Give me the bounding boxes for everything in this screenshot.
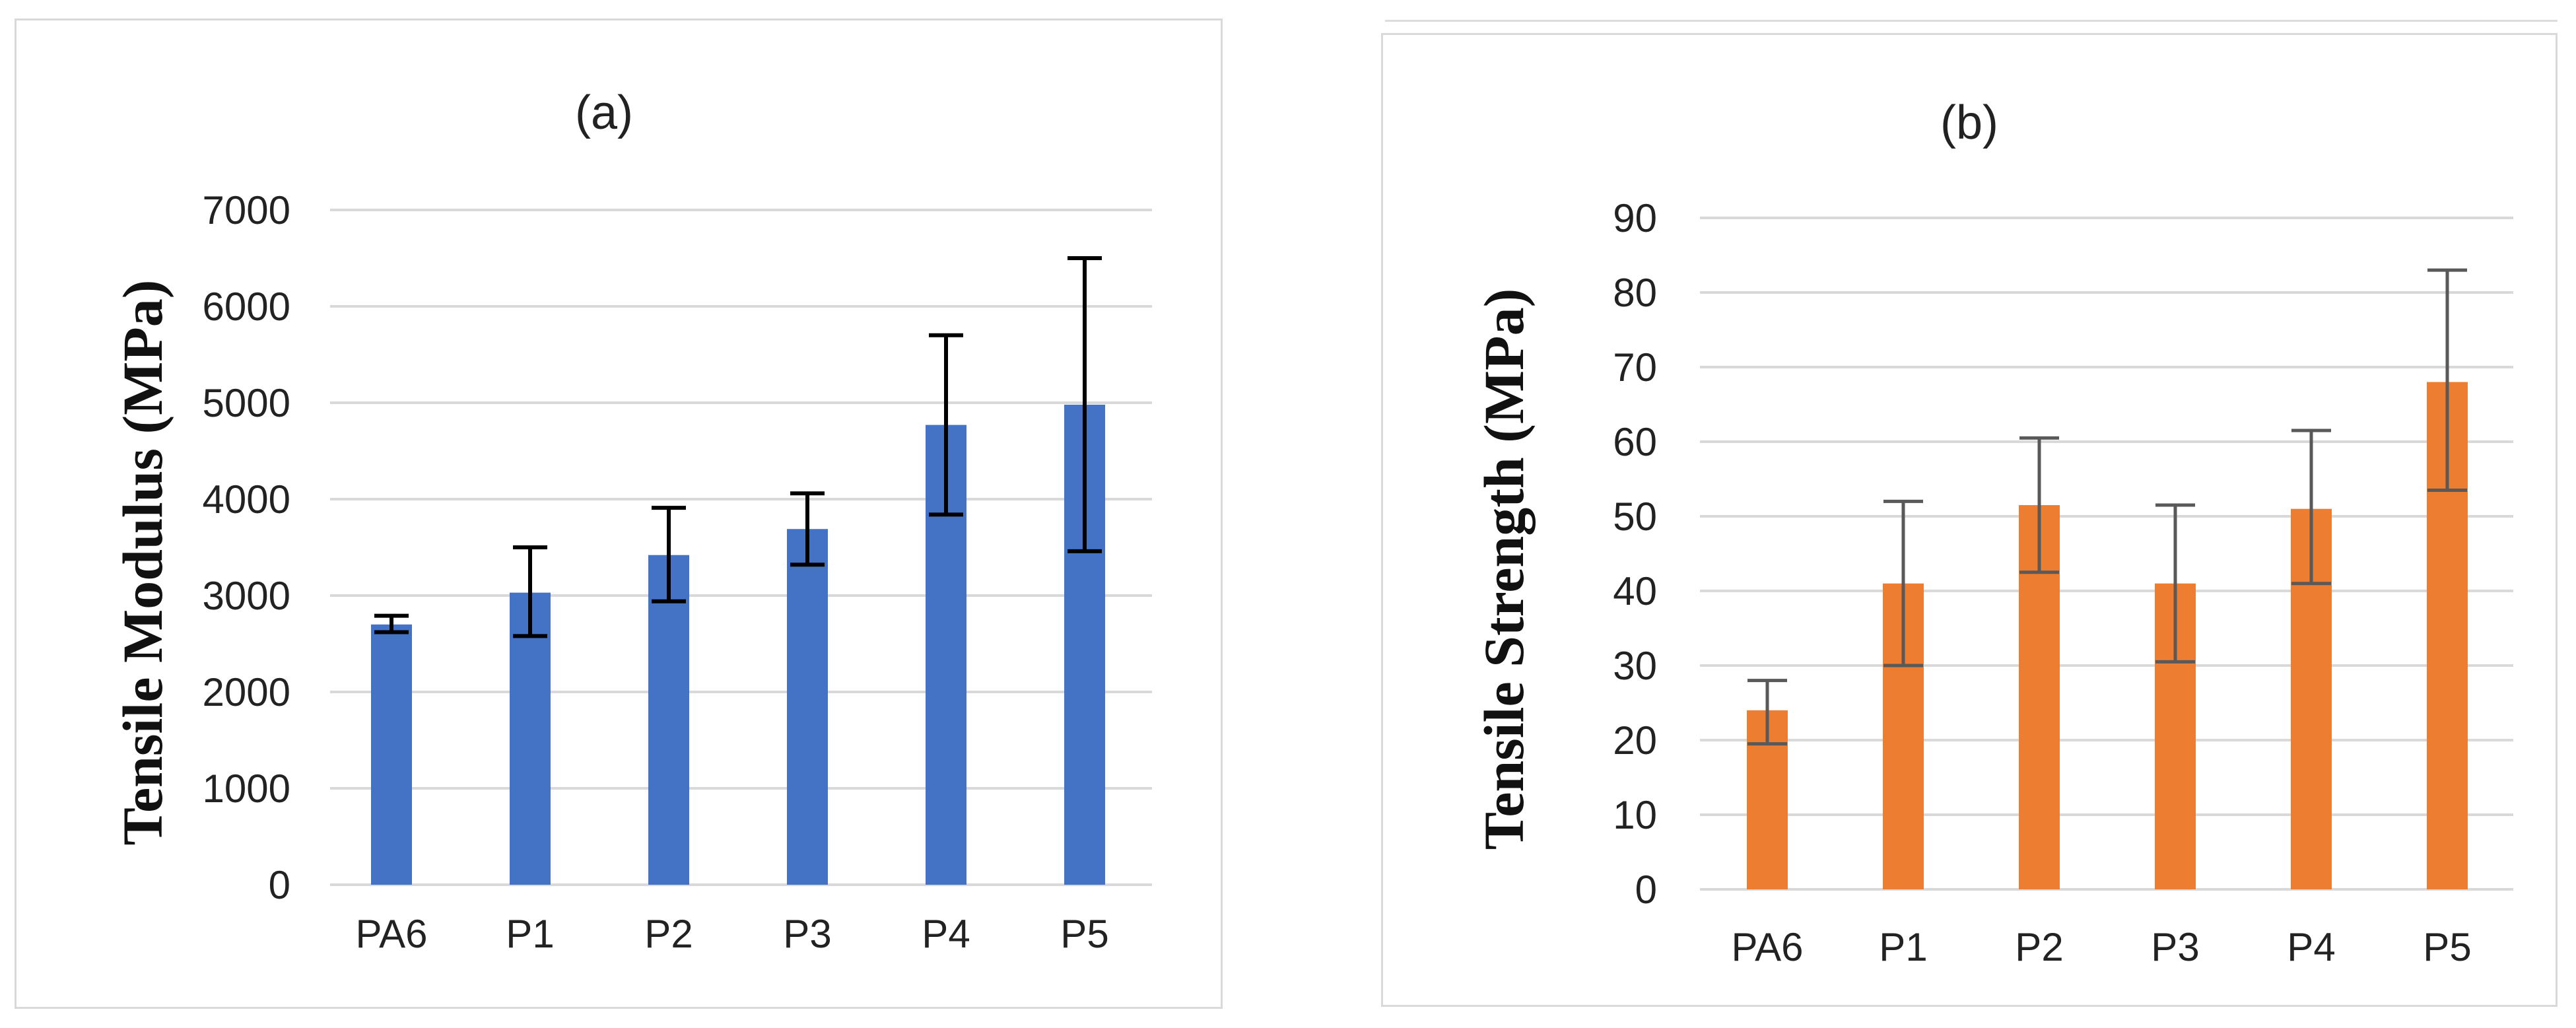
chart-a-x-tick-label: P1 <box>506 912 554 956</box>
chart-b-x-ticks: PA6 P1 P2 P3 P4 P5 <box>1732 925 2472 969</box>
chart-b-error-bar-p1 <box>1883 499 1923 668</box>
chart-a-y-tick-label: 5000 <box>203 381 290 425</box>
chart-b-x-tick-label: P4 <box>2287 925 2335 969</box>
chart-panel-a <box>15 18 1223 1009</box>
chart-b-error-bar-p4 <box>2291 428 2331 586</box>
top-divider <box>1385 20 2558 22</box>
chart-a-error-bar-p1 <box>513 545 547 638</box>
chart-b-error-bar-pa6 <box>1747 679 1787 746</box>
chart-b-error-bar-p3 <box>2155 503 2195 664</box>
chart-a-x-tick-label: P5 <box>1060 912 1108 956</box>
chart-a-x-tick-label: P4 <box>922 912 970 956</box>
chart-a-y-tick-label: 4000 <box>203 477 290 522</box>
chart-a-y-ticks: 0 1000 2000 3000 4000 5000 6000 7000 <box>203 188 290 907</box>
chart-b-bars <box>1747 382 2468 889</box>
chart-b-x-tick-label: PA6 <box>1732 925 1804 969</box>
chart-b-y-axis-label: Tensile Strength (MPa) <box>1472 289 1536 850</box>
chart-a-x-tick-label: P3 <box>783 912 831 956</box>
chart-a-error-bar-p3 <box>790 491 825 567</box>
chart-b-y-tick-label: 0 <box>1635 868 1657 912</box>
chart-a-bar-pa6 <box>371 624 412 885</box>
chart-a-error-bars <box>374 256 1102 638</box>
chart-b-y-tick-label: 30 <box>1613 644 1657 688</box>
chart-b-y-ticks: 0 10 20 30 40 50 60 70 80 90 <box>1613 196 1657 912</box>
chart-a-gridlines <box>330 209 1152 886</box>
chart-b-y-tick-label: 60 <box>1613 420 1657 464</box>
chart-b-error-bars <box>1747 268 2467 746</box>
chart-b-y-tick-label: 70 <box>1613 345 1657 390</box>
chart-b-gridlines <box>1700 217 2513 891</box>
chart-a-y-tick-label: 0 <box>269 863 290 907</box>
chart-a-error-bar-p4 <box>929 333 963 517</box>
chart-b-y-tick-label: 90 <box>1613 196 1657 240</box>
chart-a-y-tick-label: 3000 <box>203 574 290 618</box>
chart-b-y-tick-label: 80 <box>1613 271 1657 315</box>
chart-a-y-tick-label: 7000 <box>203 188 290 232</box>
chart-a-bar-p2 <box>648 555 689 885</box>
chart-b-error-bar-p5 <box>2427 268 2467 492</box>
chart-b-error-bar-p2 <box>2019 436 2059 574</box>
chart-panel-b <box>1381 33 2558 1007</box>
chart-a-error-bar-p2 <box>652 506 686 603</box>
chart-a-x-tick-label: PA6 <box>356 912 428 956</box>
chart-a-error-bar-pa6 <box>374 613 409 634</box>
chart-a-y-tick-label: 1000 <box>203 767 290 811</box>
chart-a-y-axis-label: Tensile Modulus (MPa) <box>111 280 174 846</box>
chart-b-x-tick-label: P2 <box>2015 925 2063 969</box>
chart-b-y-tick-label: 10 <box>1613 793 1657 837</box>
chart-b-y-tick-label: 50 <box>1613 495 1657 539</box>
chart-b-x-tick-label: P1 <box>1879 925 1927 969</box>
chart-a-y-tick-label: 6000 <box>203 285 290 329</box>
chart-b-y-tick-label: 20 <box>1613 718 1657 763</box>
chart-a-error-bar-p5 <box>1068 256 1102 553</box>
chart-a-x-ticks: PA6 P1 P2 P3 P4 P5 <box>356 912 1109 956</box>
chart-a-bar-p1 <box>510 592 551 885</box>
chart-a-y-tick-label: 2000 <box>203 670 290 714</box>
chart-b-x-tick-label: P3 <box>2151 925 2199 969</box>
chart-b-y-tick-label: 40 <box>1613 569 1657 613</box>
chart-a-bar-p3 <box>787 529 828 885</box>
chart-a-title: (a) <box>575 86 633 139</box>
chart-a-x-tick-label: P2 <box>644 912 693 956</box>
chart-b-title: (b) <box>1940 96 1998 149</box>
chart-b-x-tick-label: P5 <box>2423 925 2471 969</box>
